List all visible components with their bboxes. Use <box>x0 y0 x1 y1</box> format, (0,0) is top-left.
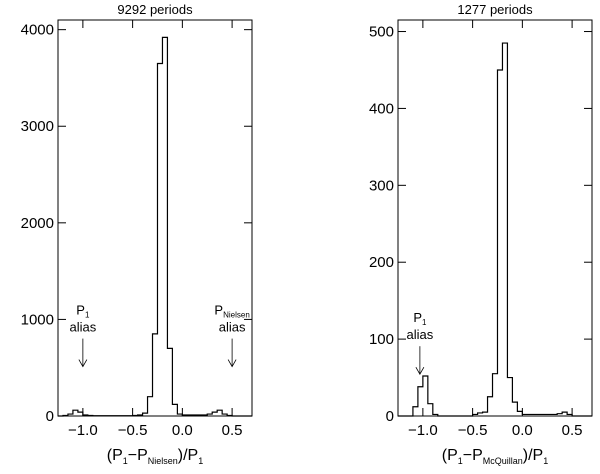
x-tick-label: 0.5 <box>562 422 583 439</box>
y-tick-label: 0 <box>386 408 394 425</box>
y-tick-label: 100 <box>369 331 394 348</box>
x-tick-label: 0.5 <box>222 422 243 439</box>
chart-title: 1277 periods <box>457 2 533 17</box>
x-axis-label-part: −P <box>128 447 148 464</box>
x-axis-label-subscript: McQuillan <box>483 456 523 466</box>
x-axis-label-subscript: 1 <box>198 456 203 466</box>
x-axis-label: (P1−PMcQuillan)/P1 <box>442 447 549 466</box>
y-tick-label: 2000 <box>21 215 54 232</box>
x-axis-label-part: )/P <box>523 447 543 464</box>
annotation-main: P <box>214 303 223 318</box>
x-tick-label: 0.0 <box>172 422 193 439</box>
x-axis-label-part: (P <box>107 447 123 464</box>
annotation-label: P1 <box>413 310 427 327</box>
annotation-arrow-head <box>415 366 425 375</box>
histogram-series <box>398 42 592 417</box>
y-tick-label: 1000 <box>21 311 54 328</box>
x-tick-label: −0.5 <box>458 422 488 439</box>
annotation-subscript: 1 <box>422 318 427 327</box>
annotation-label: PNielsen <box>214 303 249 320</box>
x-tick-label: −1.0 <box>408 422 438 439</box>
chart-title: 9292 periods <box>117 2 193 17</box>
annotation-label: P1 <box>76 303 90 320</box>
annotation-main: P <box>76 303 85 318</box>
annotation-line2: alias <box>69 320 96 335</box>
annotation-line2: alias <box>407 327 434 342</box>
y-tick-label: 500 <box>369 24 394 41</box>
x-tick-label: −0.5 <box>118 422 148 439</box>
annotation-subscript: Nielsen <box>223 311 250 320</box>
x-axis-label-subscript: 1 <box>458 456 463 466</box>
annotation-main: P <box>413 310 422 325</box>
y-tick-label: 4000 <box>21 22 54 39</box>
annotation-arrow-head <box>227 359 237 368</box>
x-axis-label-part: −P <box>463 447 483 464</box>
chart-2: 1277 periods 0 100 200 300 400 500 −1.0 −0.5 0.0 0… <box>369 2 593 466</box>
annotation-line2: alias <box>219 320 246 335</box>
x-tick-label: −1.0 <box>68 422 98 439</box>
x-axis-label-subscript: Nielsen <box>148 456 178 466</box>
x-axis-label: (P1−PNielsen)/P1 <box>107 447 204 466</box>
x-axis-label-subscript: 1 <box>543 456 548 466</box>
x-tick-label: 0.0 <box>512 422 533 439</box>
y-tick-label: 300 <box>369 177 394 194</box>
x-axis-label-part: (P <box>442 447 458 464</box>
plot-frame <box>397 19 593 417</box>
histogram-series <box>58 36 252 417</box>
annotation-subscript: 1 <box>85 311 90 320</box>
y-tick-label: 200 <box>369 254 394 271</box>
plot-frame <box>57 19 253 417</box>
y-tick-label: 3000 <box>21 118 54 135</box>
y-tick-label: 0 <box>46 408 54 425</box>
chart-1: 9292 periods 0 1000 2000 3000 4000 −1.0 −0.5 0.0… <box>21 2 253 466</box>
y-tick-label: 400 <box>369 100 394 117</box>
x-axis-label-part: )/P <box>178 447 198 464</box>
x-axis-label-subscript: 1 <box>123 456 128 466</box>
annotation-arrow-head <box>78 359 88 368</box>
